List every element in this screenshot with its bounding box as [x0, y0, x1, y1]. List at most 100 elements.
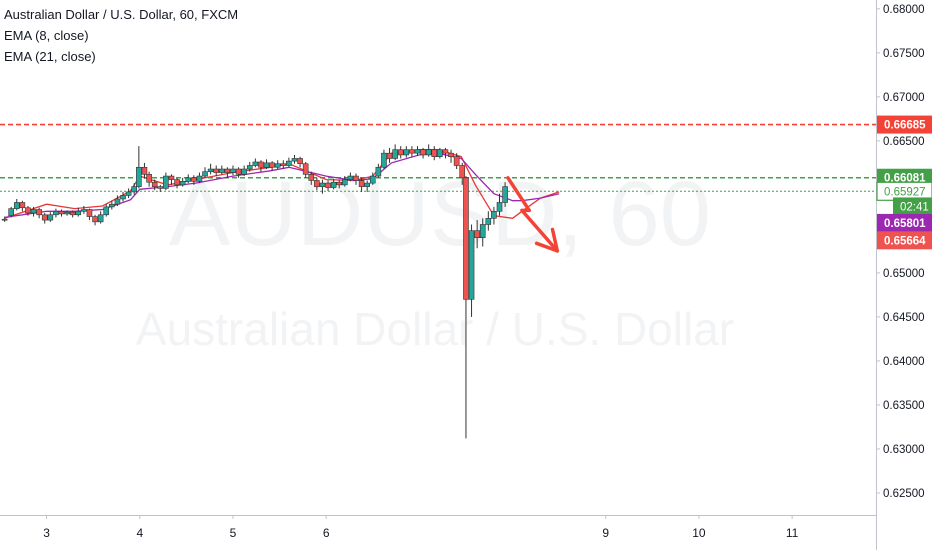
candle [235, 167, 242, 178]
candle-body [131, 186, 137, 193]
candle-body [381, 152, 387, 168]
time-tick-label: 6 [323, 526, 330, 540]
candle [75, 207, 82, 217]
candle [125, 188, 132, 199]
time-tick-label: 9 [602, 526, 609, 540]
candle-body [459, 165, 466, 179]
symbol-watermark: AUDUSD, 60 Australian Dollar / U.S. Doll… [136, 163, 734, 355]
candle [269, 161, 275, 171]
candle-body [297, 158, 303, 165]
candle [453, 153, 460, 170]
candle-body [86, 209, 93, 217]
candle-body [196, 175, 203, 182]
price-tick-label: 0.63000 [883, 444, 925, 456]
candle-body [109, 203, 115, 208]
candle [136, 146, 142, 189]
candle-body [224, 168, 231, 173]
candle [163, 172, 169, 191]
candle-body [280, 163, 287, 166]
candle-body [114, 198, 121, 205]
price-tick-label: 0.67000 [883, 92, 925, 104]
arrow-head [534, 227, 560, 253]
candle-body [437, 149, 443, 158]
price-label: 0.65927 [876, 181, 932, 201]
candle [258, 160, 264, 172]
candle-body [442, 149, 449, 154]
time-tick-label: 4 [136, 526, 143, 540]
candle [386, 147, 393, 163]
candle [196, 172, 203, 184]
price-label: 02:41 [893, 197, 932, 216]
candle-body [246, 165, 253, 170]
candle-body [286, 160, 292, 166]
candle-body [403, 149, 410, 156]
candle [420, 147, 426, 159]
candle [168, 174, 175, 185]
candle-body [308, 174, 315, 181]
candle [302, 161, 309, 178]
price-tick-label: 0.67500 [883, 48, 925, 60]
time-tick-label: 5 [230, 526, 237, 540]
candle-body [420, 149, 426, 156]
candle [103, 204, 110, 217]
candle-body [325, 182, 331, 188]
candlestick-series [1, 144, 508, 439]
candle-body [269, 162, 275, 168]
price-label: 0.65664 [877, 231, 932, 250]
candle [474, 220, 480, 249]
candle [491, 206, 497, 225]
candle [364, 180, 370, 192]
candle [131, 183, 137, 195]
countdown-text: 02:41 [900, 201, 929, 213]
candle-body [274, 163, 281, 168]
price-axis[interactable]: 0.680000.675000.670000.665000.660000.655… [876, 0, 925, 550]
candle [92, 214, 98, 226]
candle [397, 146, 404, 159]
candle [431, 146, 438, 161]
legend-ema-8[interactable]: EMA (8, close) [4, 28, 89, 43]
candle-body [8, 208, 14, 216]
candle [286, 157, 292, 168]
time-tick-label: 11 [786, 526, 799, 540]
candle [375, 163, 382, 178]
candle [369, 172, 376, 185]
candle-body [191, 177, 197, 182]
candle-body [207, 168, 214, 172]
candle [36, 207, 42, 219]
candle-body [491, 210, 497, 219]
candle-body [431, 149, 438, 158]
candle [291, 154, 298, 164]
candle-body [141, 166, 148, 175]
candle-body [185, 177, 192, 182]
candle [468, 224, 475, 317]
candle [448, 149, 454, 163]
legend-symbol-title[interactable]: Australian Dollar / U.S. Dollar, 60, FXC… [4, 7, 239, 22]
candle-body [336, 181, 343, 186]
candle-body [179, 181, 186, 186]
candle [392, 144, 398, 161]
candle [230, 165, 236, 176]
legend-ema-21[interactable]: EMA (21, close) [4, 49, 96, 64]
countdown-box [893, 197, 932, 216]
candle [174, 177, 180, 189]
trend-arrow-annotation [506, 176, 560, 253]
candle-body [347, 175, 354, 180]
candle-body [425, 149, 432, 156]
time-axis[interactable]: 3 4 5 6 9 10 11 [0, 515, 876, 540]
candle-body [168, 175, 175, 180]
candle-body [41, 214, 48, 221]
candle [114, 195, 121, 206]
candle-body [364, 182, 370, 187]
candle-body [13, 202, 20, 209]
time-tick-label: 3 [43, 526, 50, 540]
candle-body [502, 186, 508, 203]
candle-body [69, 211, 76, 216]
candle [437, 147, 443, 159]
candle [41, 213, 48, 224]
candle-body [120, 195, 126, 200]
candle-body [358, 180, 365, 187]
candle [218, 165, 225, 175]
price-label-box [877, 115, 932, 134]
